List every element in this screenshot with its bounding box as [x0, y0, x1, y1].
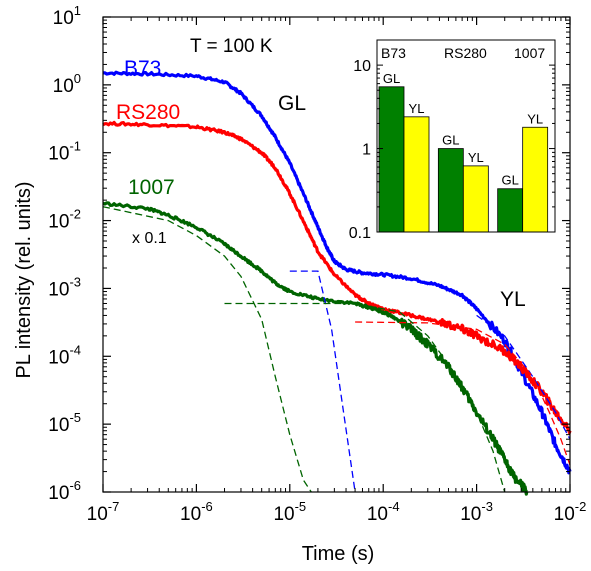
series-line-rs280: [102, 120, 572, 435]
y-tick-label: 10-1: [48, 139, 81, 165]
inset-bar-label: GL: [383, 71, 400, 86]
inset-bar-b73-yl: [403, 116, 430, 233]
inset-category-1007: 1007: [514, 45, 545, 61]
inset-category-b73: B73: [381, 45, 406, 61]
inset-bar-chart: GL YL GL YL GL YL 10 1 0.1 B73 RS280 1007: [349, 36, 560, 242]
inset-bar-label: GL: [442, 133, 459, 148]
series-label-1007: 1007: [128, 176, 175, 199]
y-axis-label: PL intensity (rel. units): [13, 181, 35, 378]
inset-bar-label: YL: [527, 111, 543, 126]
inset-plot-frame: [376, 39, 556, 233]
inset-bar-label: YL: [468, 150, 484, 165]
x-tick-label: 10-2: [554, 499, 587, 525]
inset-y-tick-label: 0.1: [349, 225, 371, 242]
y-tick-label: 100: [53, 71, 81, 97]
series-line-1007: [102, 201, 529, 496]
y-tick-label: 10-3: [48, 274, 81, 300]
x-tick-label: 10-4: [367, 499, 400, 525]
inset-bar-label: YL: [409, 101, 425, 116]
y-tick-label: 10-5: [48, 410, 81, 436]
x-tick-label: 10-7: [87, 499, 120, 525]
inset-bar-label: GL: [501, 173, 518, 188]
fit-curve: [224, 302, 506, 493]
main-plot-frame: [102, 16, 571, 493]
main-fit-curves: [102, 206, 571, 493]
annotation-temperature: T = 100 K: [190, 36, 273, 57]
inset-y-tick-label: 10: [353, 58, 371, 75]
x-axis-label: Time (s): [302, 543, 375, 565]
series-label-rs280: RS280: [116, 101, 180, 124]
y-tick-label: 10-6: [48, 478, 81, 504]
inset-axes: 10 1 0.1: [349, 58, 555, 242]
annotation-gl: GL: [278, 92, 306, 115]
inset-bars: GL YL GL YL GL YL: [378, 71, 549, 233]
y-tick-label: 10-2: [48, 207, 81, 233]
fit-curve: [102, 206, 312, 493]
y-tick-label: 10-4: [48, 342, 81, 368]
x-tick-label: 10-6: [180, 499, 213, 525]
inset-bar-rs280-yl: [462, 165, 489, 233]
annotation-scale-factor: x 0.1: [132, 230, 167, 247]
inset-bar-1007-yl: [522, 126, 549, 233]
main-curves: [102, 70, 572, 496]
fit-curve: [476, 314, 571, 440]
inset-bar-1007-gl: [497, 188, 524, 233]
inset-bar-rs280-gl: [437, 148, 464, 233]
inset-bar-b73-gl: [378, 86, 405, 233]
inset-category-rs280: RS280: [444, 45, 487, 61]
inset-y-tick-label: 1: [362, 142, 371, 159]
series-line-b73: [102, 70, 572, 475]
fit-curve: [355, 321, 571, 466]
x-tick-label: 10-3: [460, 499, 493, 525]
x-tick-label: 10-5: [273, 499, 306, 525]
series-label-b73: B73: [124, 57, 161, 80]
annotation-yl: YL: [500, 288, 526, 311]
y-tick-label: 101: [53, 3, 81, 29]
